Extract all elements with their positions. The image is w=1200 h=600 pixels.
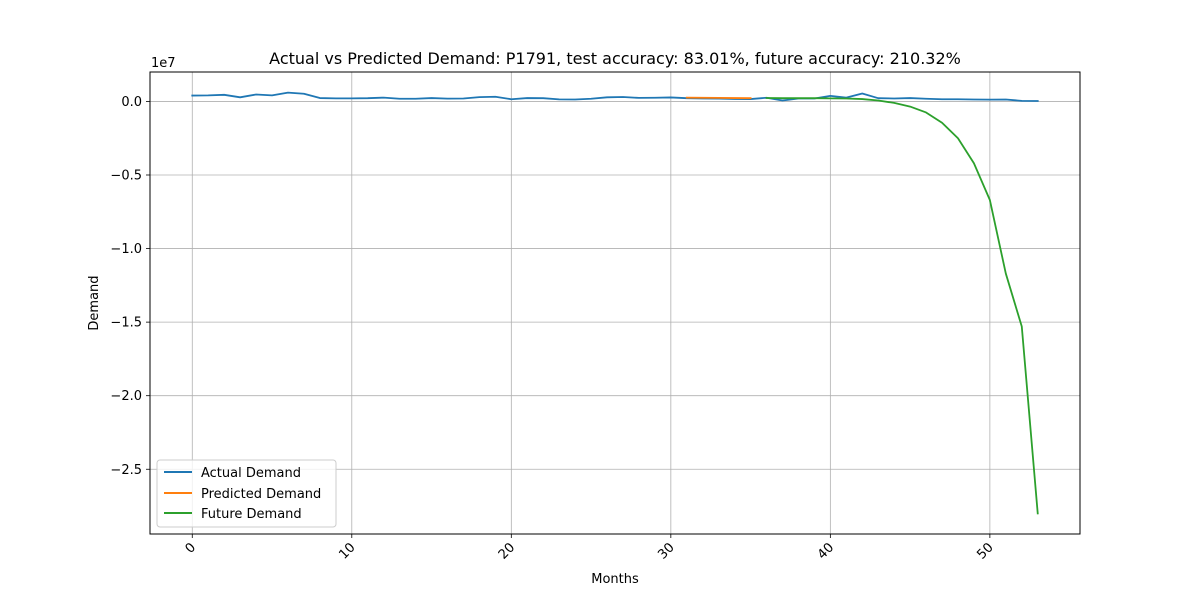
legend: Actual Demand Predicted Demand Future De… — [156, 459, 337, 528]
plot-frame — [149, 71, 1081, 535]
grid — [150, 72, 1080, 534]
legend-label-future: Future Demand — [201, 507, 302, 522]
legend-label-actual: Actual Demand — [201, 466, 301, 481]
y-tick-label: −0.5 — [110, 168, 142, 183]
series-line-actual-demand — [191, 91, 1039, 102]
series-lines — [191, 91, 1039, 515]
y-axis-label: Demand — [87, 275, 102, 330]
y-tick-label: −2.5 — [110, 463, 142, 478]
y-tick-label: −1.0 — [110, 242, 142, 257]
legend-box — [156, 459, 337, 528]
y-tick-label: 0.0 — [121, 95, 142, 110]
series-line-future-demand — [765, 97, 1039, 515]
x-axis-label: Months — [591, 572, 639, 587]
y-tick-label: −1.5 — [110, 316, 142, 331]
y-tick-label: −2.0 — [110, 389, 142, 404]
ticks — [146, 101, 991, 538]
chart-title: Actual vs Predicted Demand: P1791, test … — [269, 49, 961, 68]
series-line-predicted-demand — [685, 96, 752, 100]
legend-label-predicted: Predicted Demand — [201, 487, 321, 502]
y-offset-label: 1e7 — [151, 56, 176, 71]
